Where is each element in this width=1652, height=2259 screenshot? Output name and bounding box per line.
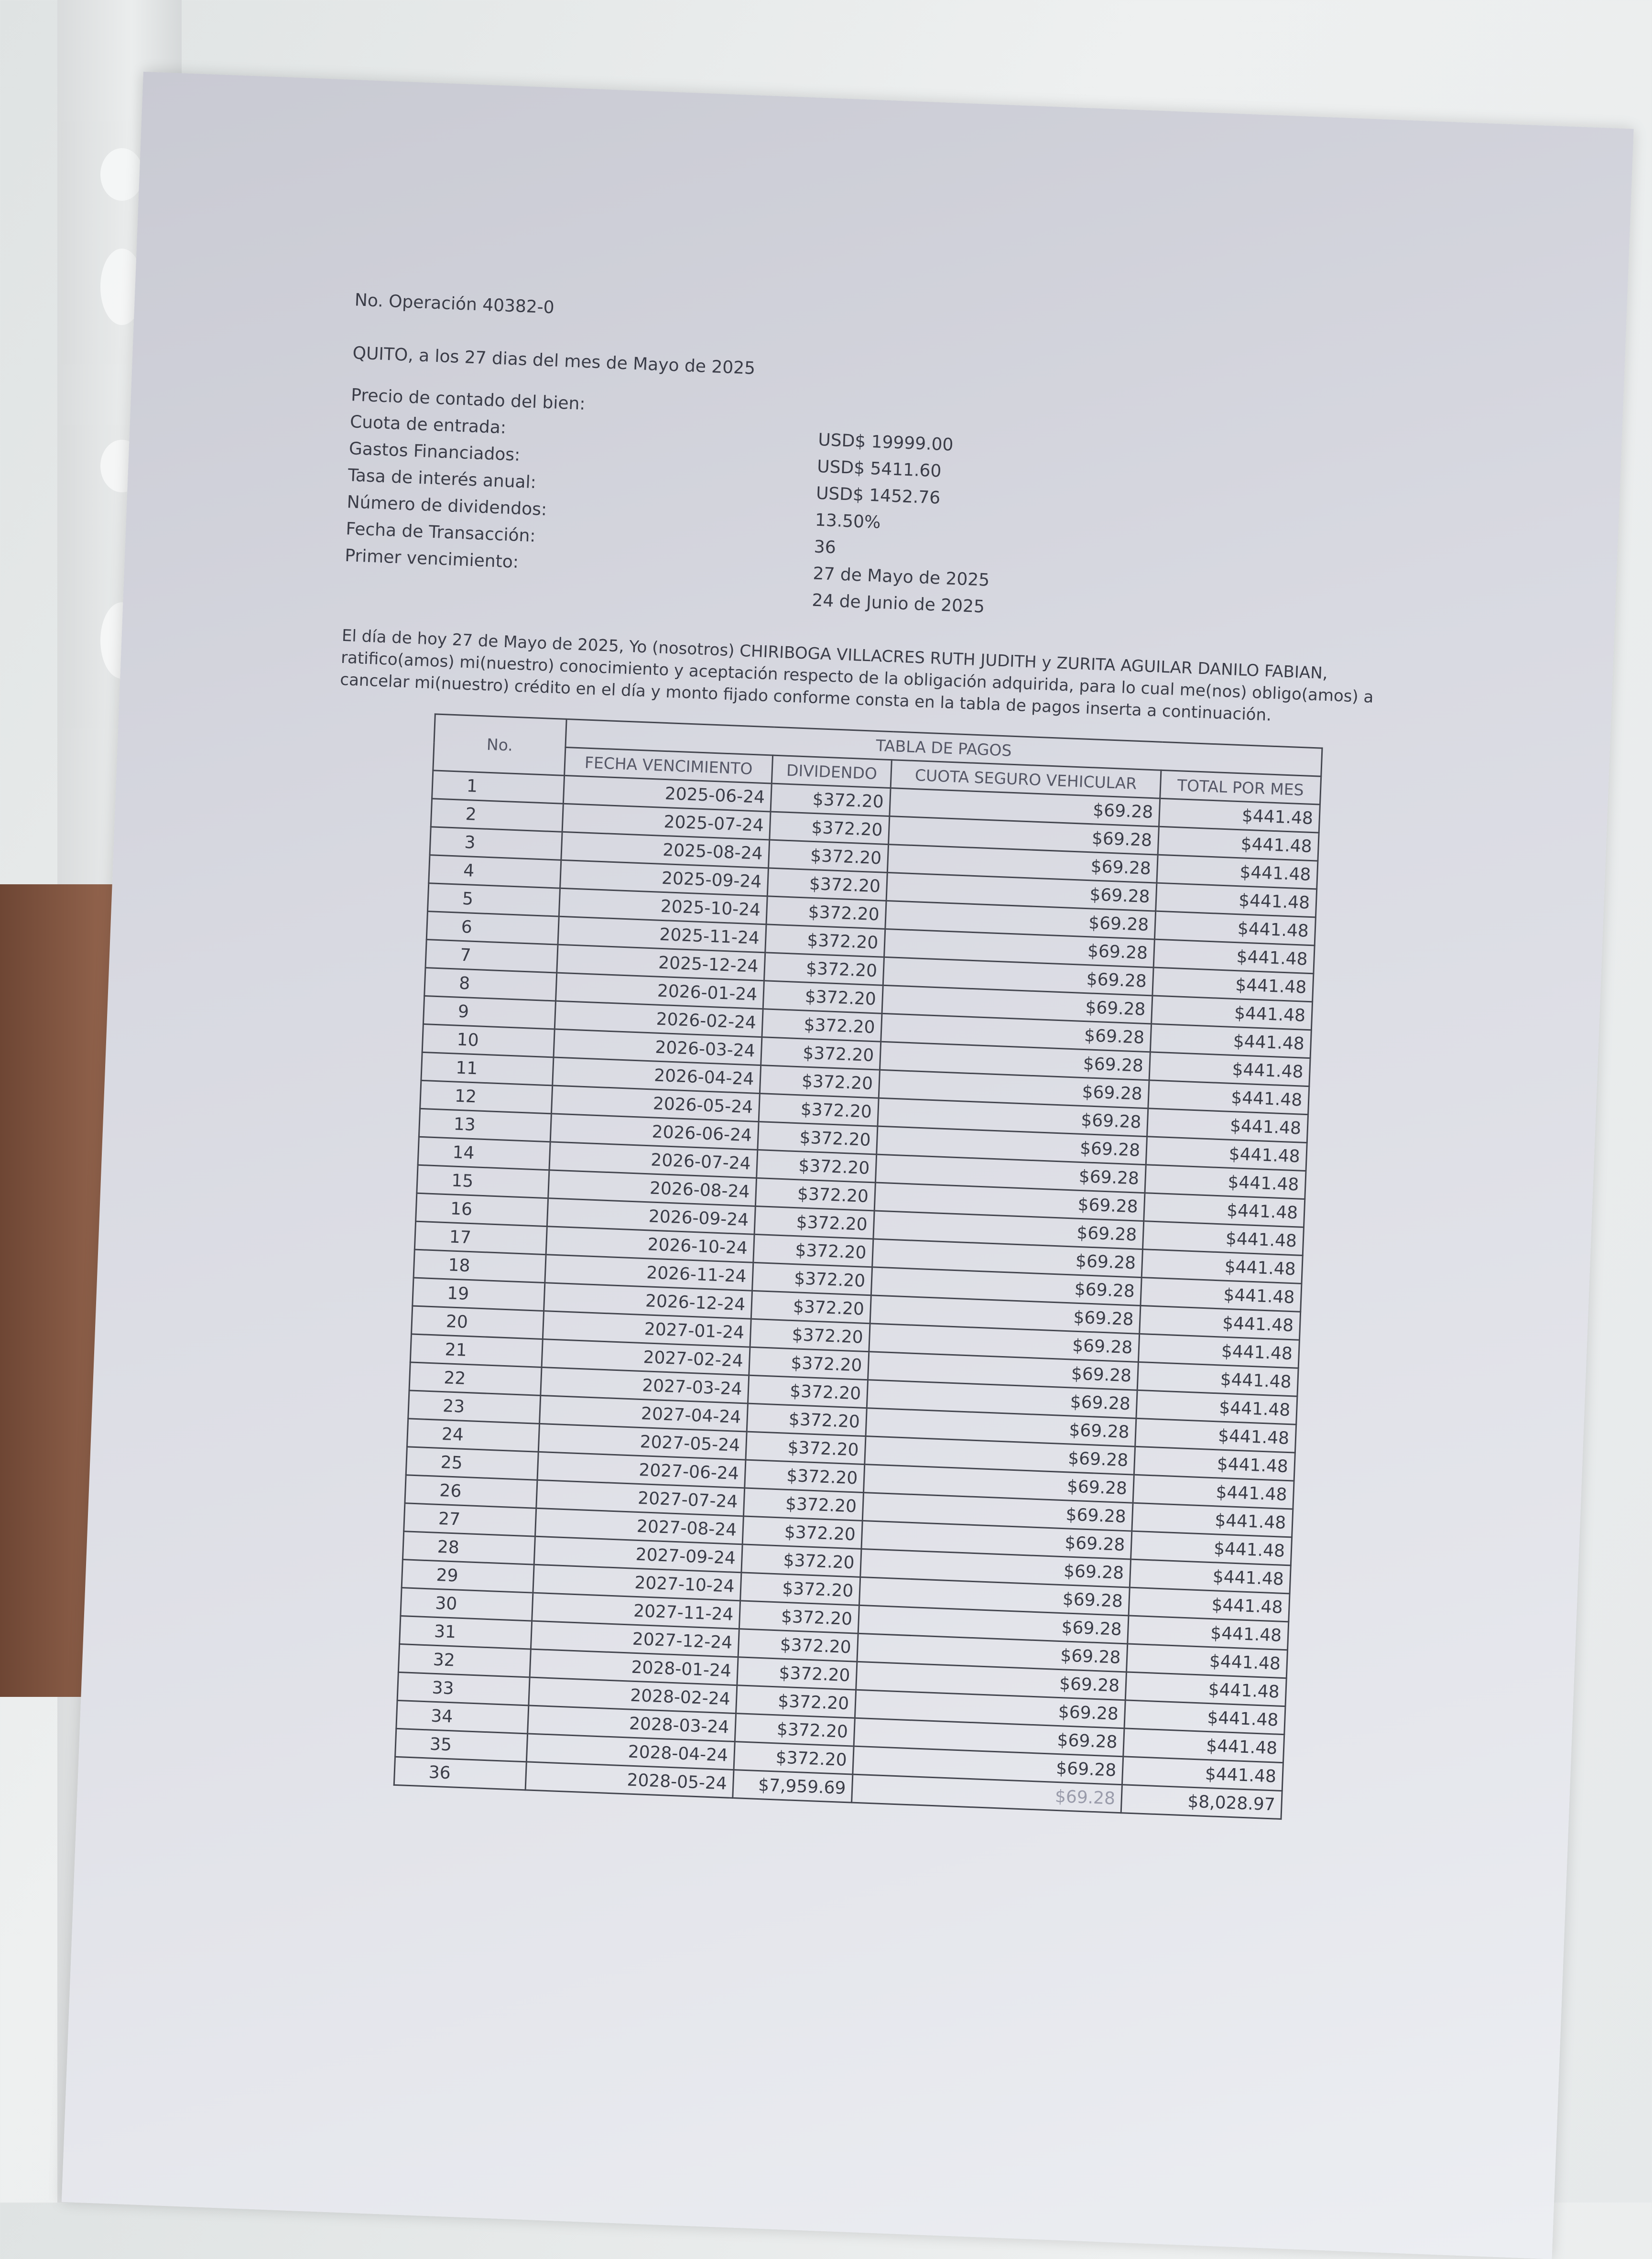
row-number: 33 bbox=[397, 1672, 530, 1705]
row-number: 2 bbox=[431, 798, 564, 832]
row-number: 20 bbox=[411, 1306, 544, 1339]
row-number: 13 bbox=[419, 1108, 552, 1142]
dividend: $372.20 bbox=[742, 1516, 863, 1549]
row-number: 3 bbox=[430, 826, 563, 860]
dividend: $372.20 bbox=[767, 868, 888, 901]
declaration-paragraph: El día de hoy 27 de Mayo de 2025, Yo (no… bbox=[339, 626, 1374, 725]
row-number: 10 bbox=[422, 1024, 555, 1057]
dividend: $372.20 bbox=[749, 1347, 869, 1380]
dividend: $372.20 bbox=[746, 1432, 866, 1465]
row-number: 8 bbox=[424, 967, 557, 1001]
dividend: $372.20 bbox=[760, 1065, 880, 1098]
operation-number: No. Operación 40382-0 bbox=[354, 290, 555, 318]
row-number: 4 bbox=[428, 855, 561, 889]
dividend: $372.20 bbox=[747, 1403, 867, 1436]
dividend: $372.20 bbox=[736, 1685, 856, 1718]
dividend: $372.20 bbox=[759, 1093, 879, 1127]
dividend: $372.20 bbox=[762, 1009, 882, 1042]
dividend: $372.20 bbox=[745, 1460, 865, 1493]
dividend: $372.20 bbox=[761, 1037, 881, 1070]
dividend: $372.20 bbox=[753, 1234, 873, 1267]
row-number: 6 bbox=[426, 911, 559, 945]
monthly-total: $8,028.97 bbox=[1121, 1784, 1282, 1819]
dividend: $372.20 bbox=[734, 1741, 854, 1775]
row-number: 26 bbox=[404, 1475, 538, 1509]
row-number: 19 bbox=[412, 1278, 545, 1311]
header-no: No. bbox=[433, 714, 567, 776]
dividend: $372.20 bbox=[741, 1544, 862, 1577]
row-number: 22 bbox=[409, 1362, 542, 1396]
row-number: 15 bbox=[416, 1165, 549, 1198]
row-number: 12 bbox=[420, 1080, 553, 1114]
row-number: 32 bbox=[398, 1644, 531, 1677]
document-page: No. Operación 40382-0 QUITO, a los 27 di… bbox=[61, 72, 1634, 2259]
loan-details: Precio de contado del bien: Cuota de entr… bbox=[343, 382, 1450, 638]
row-number: 27 bbox=[403, 1503, 536, 1537]
row-number: 16 bbox=[415, 1193, 548, 1227]
dividend: $372.20 bbox=[754, 1206, 875, 1239]
punch-hole bbox=[100, 148, 143, 201]
row-number: 11 bbox=[421, 1052, 554, 1086]
dividend: $372.20 bbox=[739, 1600, 859, 1634]
row-number: 17 bbox=[414, 1221, 547, 1255]
row-number: 24 bbox=[407, 1418, 540, 1452]
dividend: $372.20 bbox=[755, 1178, 876, 1211]
field-labels: Precio de contado del bien: Cuota de entr… bbox=[343, 382, 819, 614]
row-number: 18 bbox=[413, 1249, 546, 1283]
row-number: 7 bbox=[425, 939, 558, 973]
dividend: $372.20 bbox=[750, 1319, 870, 1352]
row-number: 25 bbox=[406, 1446, 539, 1480]
row-number: 34 bbox=[396, 1700, 529, 1734]
row-number: 5 bbox=[427, 883, 560, 917]
payment-table: No. TABLA DE PAGOS FECHA VENCIMIENTO DIV… bbox=[393, 713, 1323, 1820]
dividend: $7,959.69 bbox=[733, 1770, 853, 1803]
row-number: 30 bbox=[400, 1587, 533, 1621]
row-number: 23 bbox=[408, 1390, 541, 1424]
dividend: $372.20 bbox=[763, 980, 883, 1014]
dividend: $372.20 bbox=[764, 952, 884, 986]
dividend: $372.20 bbox=[758, 1121, 878, 1155]
dividend: $372.20 bbox=[737, 1657, 858, 1690]
dividend: $372.20 bbox=[748, 1375, 868, 1408]
dividend: $372.20 bbox=[765, 924, 885, 957]
dividend: $372.20 bbox=[756, 1150, 877, 1183]
dividend: $372.20 bbox=[768, 839, 889, 873]
dividend: $372.20 bbox=[751, 1291, 871, 1324]
dividend: $372.20 bbox=[766, 896, 887, 929]
row-number: 36 bbox=[394, 1757, 527, 1790]
row-number: 28 bbox=[402, 1531, 535, 1565]
dividend: $372.20 bbox=[771, 783, 891, 816]
row-number: 31 bbox=[399, 1616, 532, 1650]
dividend: $372.20 bbox=[735, 1713, 855, 1747]
row-number: 29 bbox=[402, 1559, 534, 1593]
dividend: $372.20 bbox=[752, 1262, 872, 1295]
dividend: $372.20 bbox=[743, 1488, 864, 1521]
row-number: 14 bbox=[418, 1137, 551, 1170]
row-number: 21 bbox=[410, 1334, 543, 1368]
row-number: 35 bbox=[395, 1728, 528, 1762]
dividend: $372.20 bbox=[738, 1629, 859, 1662]
header-dividend: DIVIDENDO bbox=[772, 755, 892, 788]
dividend: $372.20 bbox=[770, 812, 890, 845]
dividend: $372.20 bbox=[740, 1572, 860, 1606]
field-values: USD$ 19999.00 USD$ 5411.60 USD$ 1452.76 13.… bbox=[811, 400, 1450, 638]
row-number: 1 bbox=[432, 770, 565, 804]
row-number: 9 bbox=[423, 996, 556, 1029]
